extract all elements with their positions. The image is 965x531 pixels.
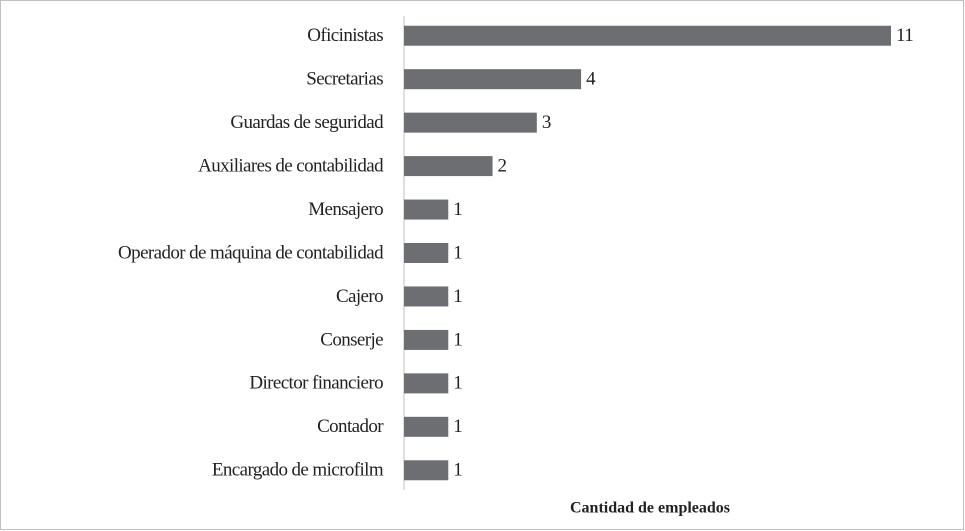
value-label: 3 [542,112,551,133]
y-tick-label: Contador [317,416,384,437]
bar [404,112,537,133]
bar [404,25,891,46]
value-label: 1 [453,329,462,350]
y-tick-label: Mensajero [308,199,383,220]
y-tick-label: Auxiliares de contabilidad [198,155,384,176]
value-label: 1 [453,416,462,437]
x-axis-label: Cantidad de empleados [570,500,730,517]
y-tick-label: Conserje [320,329,383,350]
value-label: 1 [453,373,462,394]
bar [404,416,449,437]
bar [404,69,582,90]
y-tick-label: Director financiero [249,373,383,394]
value-label: 11 [896,25,913,46]
y-tick-label: Secretarias [306,69,383,90]
bar [404,243,449,263]
value-label: 1 [453,460,462,481]
y-tick-label: Guardas de seguridad [230,112,384,133]
y-tick-label: Cajero [336,286,383,307]
bar [404,156,493,177]
value-label: 1 [453,199,462,220]
value-label: 1 [453,286,462,307]
value-label: 4 [586,69,596,90]
bar [404,329,449,350]
y-tick-label: Encargado de microfilm [212,460,384,481]
y-tick-label: Oficinistas [307,25,383,46]
y-tick-label: Operador de máquina de contabilidad [118,242,384,263]
value-label: 2 [498,155,507,176]
bar [404,373,449,394]
value-label: 1 [453,242,462,263]
bar [404,199,449,220]
bar [404,460,449,481]
bar [404,286,449,307]
